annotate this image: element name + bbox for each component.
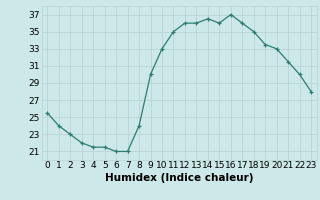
- X-axis label: Humidex (Indice chaleur): Humidex (Indice chaleur): [105, 173, 253, 183]
